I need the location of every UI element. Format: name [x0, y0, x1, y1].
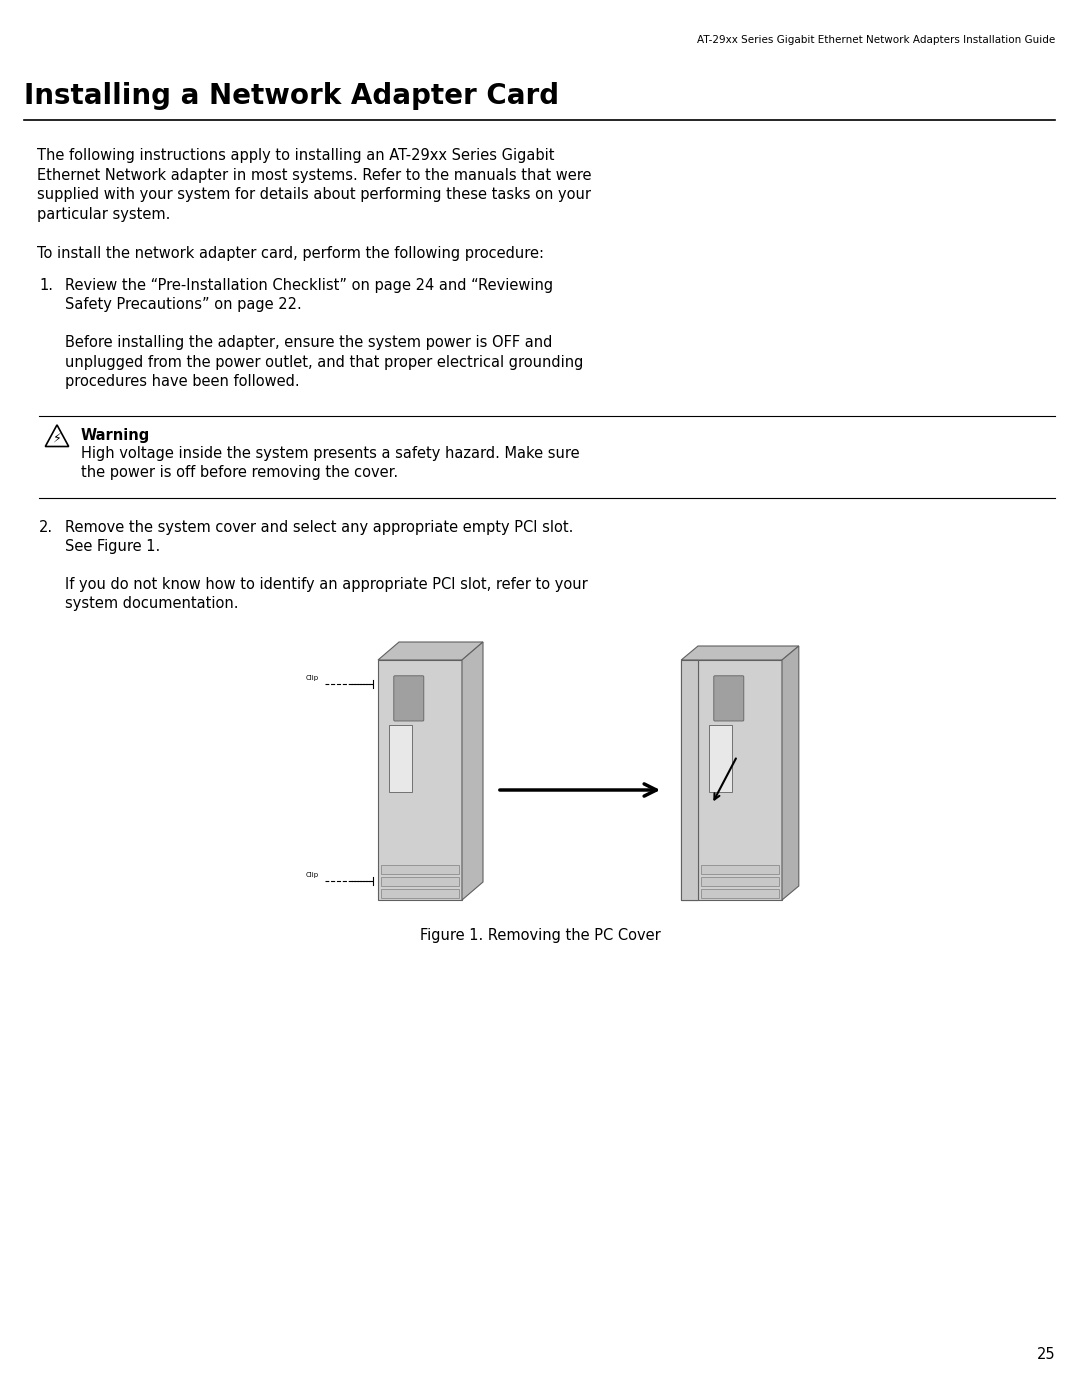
- Bar: [710, 725, 731, 792]
- FancyBboxPatch shape: [394, 676, 423, 721]
- Text: High voltage inside the system presents a safety hazard. Make sure: High voltage inside the system presents …: [81, 446, 580, 461]
- Text: 25: 25: [1037, 1347, 1055, 1362]
- Bar: [701, 865, 779, 875]
- Text: Remove the system cover and select any appropriate empty PCI slot.: Remove the system cover and select any a…: [65, 520, 573, 535]
- Polygon shape: [378, 659, 462, 900]
- Bar: [701, 877, 779, 886]
- Bar: [701, 888, 779, 898]
- Text: procedures have been followed.: procedures have been followed.: [65, 374, 299, 388]
- Text: The following instructions apply to installing an AT-29xx Series Gigabit: The following instructions apply to inst…: [37, 148, 554, 163]
- Text: To install the network adapter card, perform the following procedure:: To install the network adapter card, per…: [37, 246, 544, 261]
- Polygon shape: [681, 659, 698, 900]
- Text: Figure 1. Removing the PC Cover: Figure 1. Removing the PC Cover: [420, 928, 660, 943]
- Polygon shape: [698, 659, 782, 900]
- Polygon shape: [462, 643, 483, 900]
- Polygon shape: [681, 645, 799, 659]
- Text: system documentation.: system documentation.: [65, 597, 239, 610]
- Bar: [681, 659, 698, 900]
- Text: Ethernet Network adapter in most systems. Refer to the manuals that were: Ethernet Network adapter in most systems…: [37, 168, 592, 183]
- Polygon shape: [782, 645, 799, 900]
- Text: the power is off before removing the cover.: the power is off before removing the cov…: [81, 465, 399, 481]
- Text: ⚡: ⚡: [53, 432, 62, 446]
- Text: particular system.: particular system.: [37, 207, 171, 222]
- Text: supplied with your system for details about performing these tasks on your: supplied with your system for details ab…: [37, 187, 591, 203]
- Text: Clip: Clip: [306, 872, 320, 877]
- Bar: [381, 888, 459, 898]
- Text: Clip: Clip: [306, 675, 320, 680]
- Text: See Figure 1.: See Figure 1.: [65, 539, 160, 555]
- Bar: [381, 877, 459, 886]
- Text: Before installing the adapter, ensure the system power is OFF and: Before installing the adapter, ensure th…: [65, 335, 552, 351]
- Text: Warning: Warning: [81, 427, 150, 443]
- Text: Review the “Pre-Installation Checklist” on page 24 and “Reviewing: Review the “Pre-Installation Checklist” …: [65, 278, 553, 293]
- Text: AT-29xx Series Gigabit Ethernet Network Adapters Installation Guide: AT-29xx Series Gigabit Ethernet Network …: [697, 35, 1055, 45]
- Text: 1.: 1.: [39, 278, 53, 293]
- Text: Installing a Network Adapter Card: Installing a Network Adapter Card: [24, 82, 559, 110]
- Bar: [381, 865, 459, 875]
- FancyBboxPatch shape: [714, 676, 744, 721]
- Text: Safety Precautions” on page 22.: Safety Precautions” on page 22.: [65, 298, 301, 313]
- Text: 2.: 2.: [39, 520, 53, 535]
- Text: unplugged from the power outlet, and that proper electrical grounding: unplugged from the power outlet, and tha…: [65, 355, 583, 369]
- Text: If you do not know how to identify an appropriate PCI slot, refer to your: If you do not know how to identify an ap…: [65, 577, 588, 591]
- Polygon shape: [378, 643, 483, 659]
- Bar: [389, 725, 411, 792]
